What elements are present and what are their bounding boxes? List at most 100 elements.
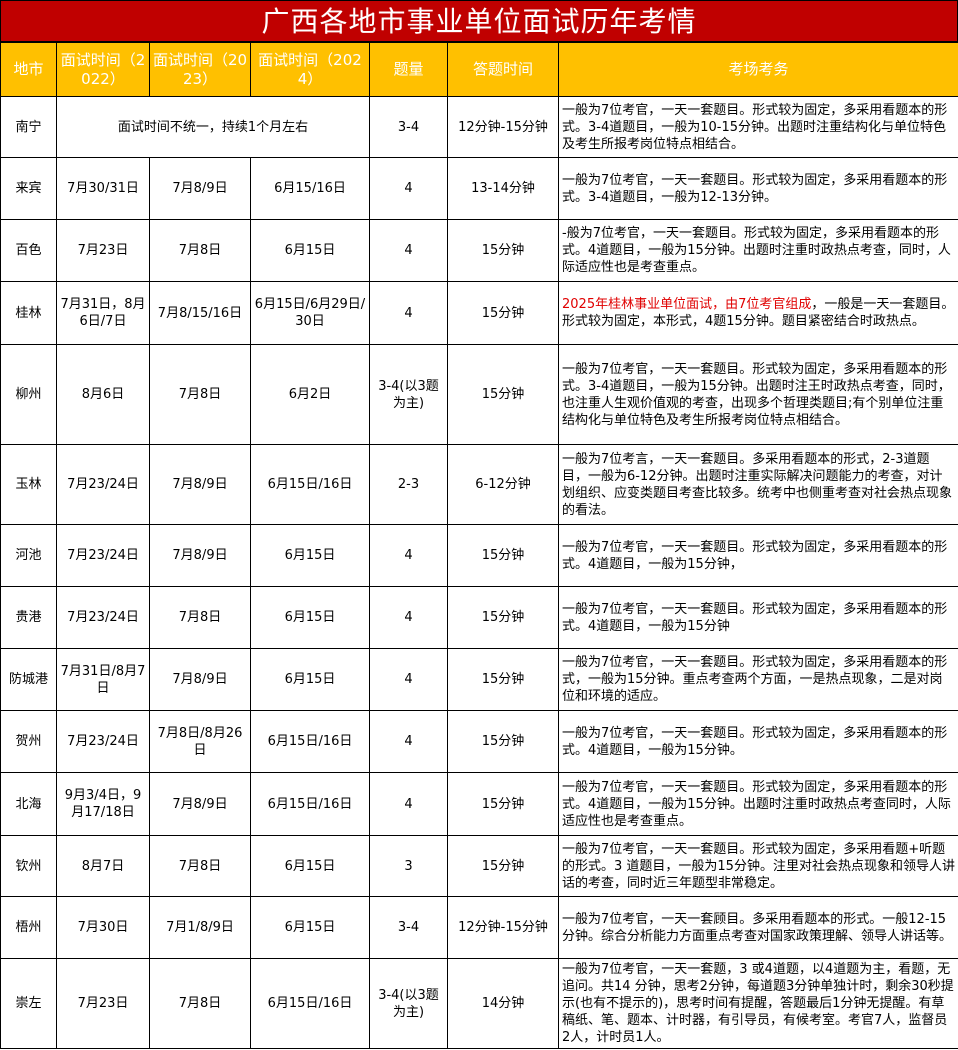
answer-duration-cell: 15分钟 <box>447 219 559 282</box>
time-2024-cell: 6月15日 <box>250 835 370 897</box>
table-row: 贺州 7月23/24日 7月8日/8月26日 6月15日/16日 4 15分钟 一般为7位考… <box>0 710 958 773</box>
answer-duration-cell: 12分钟-15分钟 <box>447 896 559 959</box>
table-row: 南宁 面试时间不统一，持续1个月左右 3-4 12分钟-15分钟 一般为7位考官，一天一… <box>0 96 958 158</box>
exam-notes-cell: 一般为7位考官，一天一套题目。形式较为固定，多采用看题本的形式。4道题目，一般为… <box>558 524 958 587</box>
time-2024-cell: 6月15日/16日 <box>250 772 370 836</box>
notes-text: 一般为7位考言，一天一套题目。多采用看题本的形式，2-3道题目，一般为6-12分… <box>562 451 953 518</box>
time-2024-cell: 6月15日 <box>250 896 370 959</box>
notes-text: 一般为7位考官，一天一套顾目。多采用看题本的形式。一般12-15 分钟。综合分析… <box>562 911 953 944</box>
time-2024-cell: 6月15/16日 <box>250 157 370 220</box>
question-count-cell: 3-4 <box>369 96 448 158</box>
time-2023-cell: 7月8日 <box>149 958 251 1049</box>
interview-table: 地市 面试时间（2022） 面试时间（2023） 面试时间（2024） 题量 答… <box>0 42 958 1049</box>
table-row: 来宾 7月30/31日 7月8/9日 6月15/16日 4 13-14分钟 一般为7位考官，… <box>0 157 958 220</box>
time-2023-cell: 7月8/9日 <box>149 772 251 836</box>
notes-text: -般为7位考官，一天一套题目。形式较为固定，多采用看题本的形式。4道题目，一般为… <box>562 226 951 275</box>
time-2023-cell: 7月8/9日 <box>149 157 251 220</box>
exam-notes-cell: 一般为7位考官，一天一套题目。形式较为固定，多采用看题本的形式，一般为15分钟。… <box>558 648 958 711</box>
exam-notes-cell: 一般为7位考官，一天一套题目。形式较为固定，多采用看题+听题的形式。3 道题目，… <box>558 835 958 897</box>
question-count-cell: 3-4(以3题为主) <box>369 344 448 445</box>
city-cell: 来宾 <box>0 157 57 220</box>
time-2022-cell: 7月31日，8月6日/7日 <box>56 281 150 345</box>
exam-notes-cell: 一般为7位考官，一天一套题目。形式较为固定，多采用看题本的形式。3-4道题目，一… <box>558 157 958 220</box>
time-2022-cell: 7月23日 <box>56 219 150 282</box>
table-row: 北海 9月3/4日，9月17/18日 7月8/9日 6月15日/16日 4 15分钟 一般为… <box>0 772 958 836</box>
exam-notes-cell: 一般为7位考官，一天一套题，3 或4道题，以4道题为主，看题，无追问。共14 分… <box>558 958 958 1049</box>
exam-notes-cell: -般为7位考官，一天一套题目。形式较为固定，多采用看题本的形式。4道题目，一般为… <box>558 219 958 282</box>
time-2022-cell: 7月23日 <box>56 958 150 1049</box>
time-2022-cell: 7月23/24日 <box>56 444 150 525</box>
answer-duration-cell: 15分钟 <box>447 524 559 587</box>
city-cell: 百色 <box>0 219 57 282</box>
time-2023-cell: 7月8日/8月26日 <box>149 710 251 773</box>
question-count-cell: 4 <box>369 586 448 649</box>
notes-text: 一般为7位考官，一天一套题目。形式较为固定，多采用看题本的形式。4道题目，一般为… <box>562 779 951 829</box>
question-count-cell: 4 <box>369 772 448 836</box>
time-2022-cell: 7月30日 <box>56 896 150 959</box>
table-row: 柳州 8月6日 7月8日 6月2日 3-4(以3题为主) 15分钟 一般为7位考官，一天一套… <box>0 344 958 445</box>
header-time-2022: 面试时间（2022） <box>56 42 150 97</box>
city-cell: 梧州 <box>0 896 57 959</box>
time-2022-cell: 7月23/24日 <box>56 524 150 587</box>
time-2024-cell: 6月15日 <box>250 219 370 282</box>
question-count-cell: 4 <box>369 710 448 773</box>
question-count-cell: 3-4(以3题为主) <box>369 958 448 1049</box>
time-2024-cell: 6月15日 <box>250 524 370 587</box>
header-time-2023: 面试时间（2023） <box>149 42 251 97</box>
city-cell: 玉林 <box>0 444 57 525</box>
answer-duration-cell: 13-14分钟 <box>447 157 559 220</box>
header-time-2024: 面试时间（2024） <box>250 42 370 97</box>
exam-notes-cell: 一般为7位考官，一天一套题目。形式较为固定，多采用看题本的形式。4道题目，一般为… <box>558 772 958 836</box>
notes-text: 一般为7位考官，一天一套题目。形式较为固定，多采用看题本的形式。4道题目，一般为… <box>562 725 948 758</box>
city-cell: 崇左 <box>0 958 57 1049</box>
time-2022-cell: 8月6日 <box>56 344 150 445</box>
time-2023-cell: 7月8日 <box>149 586 251 649</box>
header-city: 地市 <box>0 42 57 97</box>
answer-duration-cell: 15分钟 <box>447 344 559 445</box>
time-2023-cell: 7月8/9日 <box>149 524 251 587</box>
table-row: 河池 7月23/24日 7月8/9日 6月15日 4 15分钟 一般为7位考官，一天一套题目… <box>0 524 958 587</box>
question-count-cell: 4 <box>369 281 448 345</box>
notes-text: ，一般是一天一套题目。形式较为固定，本形式，4题15分钟。题目紧密结合时政热点。 <box>562 297 955 329</box>
city-cell: 柳州 <box>0 344 57 445</box>
time-2022-cell: 8月7日 <box>56 835 150 897</box>
notes-text: 一般为7位考官，一天一套题目。形式较为固定，多采用看题本的形式。3-4道题目，一… <box>562 361 951 428</box>
exam-notes-cell: 一般为7位考官，一天一套题目。形式较为固定，多采用看题本的形式。4道题目，一般为… <box>558 586 958 649</box>
city-cell: 南宁 <box>0 96 57 158</box>
header-duration: 答题时间 <box>447 42 559 97</box>
answer-duration-cell: 6-12分钟 <box>447 444 559 525</box>
notes-text: 一般为7位考官，一天一套题目。形式较为固定，多采用看题本的形式，一般为15分钟。… <box>562 655 948 704</box>
time-2023-cell: 7月8日 <box>149 344 251 445</box>
time-2023-cell: 7月8/15/16日 <box>149 281 251 345</box>
question-count-cell: 4 <box>369 524 448 587</box>
table-row: 玉林 7月23/24日 7月8/9日 6月15日/16日 2-3 6-12分钟 一般为7位考… <box>0 444 958 525</box>
table-row: 贵港 7月23/24日 7月8日 6月15日 4 15分钟 一般为7位考官，一天一套题目。形… <box>0 586 958 649</box>
answer-duration-cell: 15分钟 <box>447 281 559 345</box>
time-2024-cell: 6月15日/16日 <box>250 710 370 773</box>
exam-notes-cell: 一般为7位考言，一天一套题目。多采用看题本的形式，2-3道题目，一般为6-12分… <box>558 444 958 525</box>
table-row: 梧州 7月30日 7月1/8/9日 6月15日 3-4 12分钟-15分钟 一般为7位考官，… <box>0 896 958 959</box>
question-count-cell: 4 <box>369 648 448 711</box>
time-2022-cell: 7月31日/8月7日 <box>56 648 150 711</box>
time-2023-cell: 7月8/9日 <box>149 444 251 525</box>
time-2024-cell: 6月15日/6月29日/30日 <box>250 281 370 345</box>
time-2023-cell: 7月8日 <box>149 835 251 897</box>
city-cell: 河池 <box>0 524 57 587</box>
city-cell: 贺州 <box>0 710 57 773</box>
time-2022-cell: 9月3/4日，9月17/18日 <box>56 772 150 836</box>
city-cell: 贵港 <box>0 586 57 649</box>
exam-notes-cell: 一般为7位考官，一天一套题目。形式较为固定，多采用看题本的形式。4道题目，一般为… <box>558 710 958 773</box>
question-count-cell: 2-3 <box>369 444 448 525</box>
notes-text: 一般为7位考官，一天一套题目。形式较为固定，多采用看题+听题的形式。3 道题目，… <box>562 841 955 891</box>
answer-duration-cell: 15分钟 <box>447 710 559 773</box>
time-2023-cell: 7月8日 <box>149 219 251 282</box>
question-count-cell: 4 <box>369 219 448 282</box>
time-2022-cell: 7月30/31日 <box>56 157 150 220</box>
table-row: 钦州 8月7日 7月8日 6月15日 3 15分钟 一般为7位考官，一天一套题目。形式较为固… <box>0 835 958 897</box>
time-2024-cell: 6月15日/16日 <box>250 958 370 1049</box>
answer-duration-cell: 14分钟 <box>447 958 559 1049</box>
question-count-cell: 4 <box>369 157 448 220</box>
city-cell: 钦州 <box>0 835 57 897</box>
header-count: 题量 <box>369 42 448 97</box>
table-row: 百色 7月23日 7月8日 6月15日 4 15分钟 -般为7位考官，一天一套题目。形式较为… <box>0 219 958 282</box>
